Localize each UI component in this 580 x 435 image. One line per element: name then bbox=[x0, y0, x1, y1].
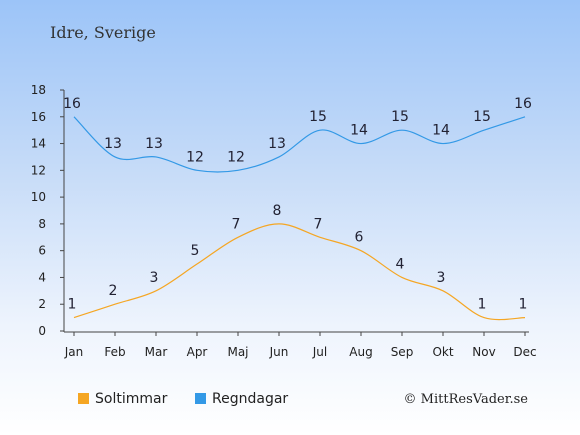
x-tick-label: Mar bbox=[145, 345, 168, 359]
data-label: 2 bbox=[109, 283, 118, 299]
x-tick-label: Dec bbox=[513, 345, 536, 359]
x-tick-label: Apr bbox=[187, 345, 208, 359]
series-line-regndagar bbox=[73, 116, 526, 173]
y-tick-label: 8 bbox=[38, 217, 46, 231]
legend-label: Soltimmar bbox=[95, 391, 168, 407]
y-tick-label: 2 bbox=[38, 297, 46, 311]
data-label: 16 bbox=[514, 96, 532, 112]
data-label: 16 bbox=[63, 96, 81, 112]
y-tick-label: 4 bbox=[38, 270, 46, 284]
x-tick-label: Aug bbox=[349, 345, 372, 359]
x-tick-label: Jan bbox=[64, 345, 84, 359]
data-label: 3 bbox=[150, 270, 159, 286]
data-label: 12 bbox=[227, 149, 245, 165]
y-tick-label: 12 bbox=[31, 163, 46, 177]
legend-label: Regndagar bbox=[212, 391, 288, 407]
data-label: 15 bbox=[473, 109, 491, 125]
data-label: 14 bbox=[432, 123, 450, 139]
data-label: 5 bbox=[191, 243, 200, 259]
data-label: 4 bbox=[396, 256, 405, 272]
data-label: 15 bbox=[391, 109, 409, 125]
x-tick-label: Okt bbox=[432, 345, 453, 359]
x-tick-label: Sep bbox=[391, 345, 414, 359]
x-tick-label: Maj bbox=[227, 345, 248, 359]
data-label: 12 bbox=[186, 149, 204, 165]
location-title: Idre, Sverige bbox=[50, 23, 156, 42]
x-tick-label: Nov bbox=[472, 345, 495, 359]
y-tick-label: 10 bbox=[31, 190, 46, 204]
data-label: 13 bbox=[145, 136, 163, 152]
data-label: 1 bbox=[519, 297, 528, 313]
y-tick-label: 16 bbox=[31, 110, 46, 124]
data-label: 13 bbox=[268, 136, 286, 152]
data-label: 7 bbox=[314, 216, 323, 232]
y-tick-label: 6 bbox=[38, 244, 46, 258]
data-label: 14 bbox=[350, 123, 368, 139]
series-line-soltimmar bbox=[73, 223, 526, 321]
y-tick-label: 0 bbox=[38, 324, 46, 338]
x-tick-label: Jun bbox=[269, 345, 289, 359]
x-tick-label: Feb bbox=[104, 345, 125, 359]
series-layer bbox=[73, 116, 526, 321]
legend-swatch bbox=[195, 393, 206, 404]
legend: Soltimmar Regndagar bbox=[78, 391, 288, 407]
data-label: 6 bbox=[355, 230, 364, 246]
data-label: 15 bbox=[309, 109, 327, 125]
data-label: 1 bbox=[68, 297, 77, 313]
x-tick-label: Jul bbox=[312, 345, 327, 359]
data-label: 1 bbox=[478, 297, 487, 313]
data-label: 8 bbox=[273, 203, 282, 219]
legend-swatch bbox=[78, 393, 89, 404]
data-label: 7 bbox=[232, 216, 241, 232]
y-tick-label: 14 bbox=[31, 137, 46, 151]
data-label: 13 bbox=[104, 136, 122, 152]
data-label: 3 bbox=[437, 270, 446, 286]
credit-text: © MittResVader.se bbox=[404, 392, 529, 407]
y-tick-label: 18 bbox=[31, 83, 46, 97]
